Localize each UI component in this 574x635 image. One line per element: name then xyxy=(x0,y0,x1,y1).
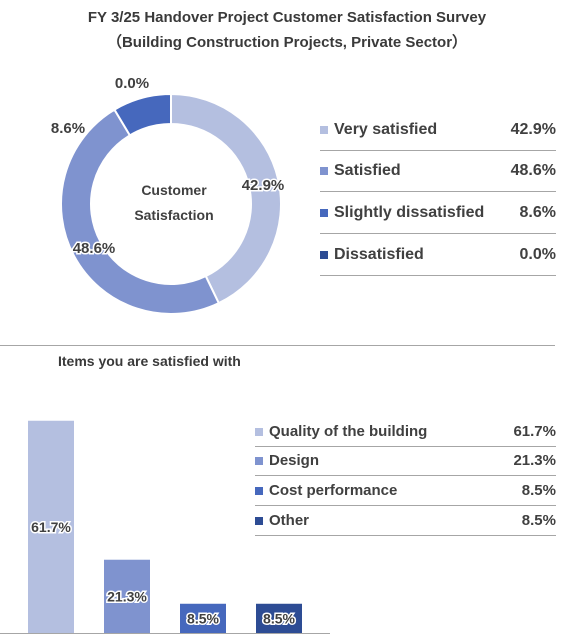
legend-label: Dissatisfied xyxy=(334,245,424,263)
legend-swatch xyxy=(255,456,263,465)
donut-center-label: Satisfaction xyxy=(134,207,213,223)
donut-slice-very-satisfied xyxy=(170,92,282,305)
bar-design xyxy=(104,559,150,633)
legend-item-other: Other 8.5% xyxy=(255,506,556,536)
legend-value: 61.7% xyxy=(513,423,556,440)
bar-cost-performance xyxy=(180,603,226,633)
donut-center-label: Customer xyxy=(141,182,207,198)
legend-value: 21.3% xyxy=(513,452,556,469)
donut-data-label: 8.6% xyxy=(51,120,85,137)
donut-data-label: 48.6% xyxy=(73,240,116,257)
legend-value: 8.5% xyxy=(521,482,556,499)
legend-label: Satisfied xyxy=(334,161,401,179)
donut-slice-slightly-dissatisfied xyxy=(113,92,172,137)
chart-title: FY 3/25 Handover Project Customer Satisf… xyxy=(87,9,487,26)
donut-slice-satisfied xyxy=(60,108,221,315)
donut-data-label: 0.0% xyxy=(115,75,149,92)
legend-item-cost-performance: Cost performance 8.5% xyxy=(255,476,556,506)
legend-label: Slightly dissatisfied xyxy=(334,203,485,221)
legend-label: Design xyxy=(269,452,320,469)
section-divider xyxy=(0,345,555,346)
legend-swatch xyxy=(320,166,328,175)
legend-swatch xyxy=(255,486,263,495)
bar-data-label: 8.5% xyxy=(187,610,219,626)
legend-label: Very satisfied xyxy=(334,120,438,138)
legend-value: 48.6% xyxy=(510,161,556,179)
legend-value: 8.6% xyxy=(519,203,556,221)
legend-item-satisfied: Satisfied 48.6% xyxy=(320,150,556,192)
bar-other xyxy=(256,603,302,633)
legend-label: Cost performance xyxy=(269,482,398,499)
legend-item-very-satisfied: Very satisfied 42.9% xyxy=(320,109,556,151)
bar-chart-title: Items you are satisfied with xyxy=(58,353,241,369)
legend-item-quality-of-the-building: Quality of the building 61.7% xyxy=(255,417,556,447)
legend-item-slightly-dissatisfied: Slightly dissatisfied 8.6% xyxy=(320,192,556,234)
chart-subtitle: （Building Construction Projects, Private… xyxy=(106,34,468,51)
legend-swatch xyxy=(255,516,263,525)
legend-value: 8.5% xyxy=(521,512,556,529)
bar-data-label: 8.5% xyxy=(263,610,295,626)
legend-value: 0.0% xyxy=(519,245,556,263)
legend-label: Other xyxy=(269,512,310,529)
legend-swatch xyxy=(320,125,328,134)
legend-item-design: Design 21.3% xyxy=(255,446,556,476)
donut-chart: 42.9% 48.6% 8.6% 0.0% Customer Satisfaction xyxy=(49,74,286,315)
legend-value: 42.9% xyxy=(510,120,556,138)
bar-data-label: 21.3% xyxy=(107,588,147,604)
legend-swatch xyxy=(320,250,328,259)
legend-item-dissatisfied: Dissatisfied 0.0% xyxy=(320,234,556,276)
legend-label: Quality of the building xyxy=(269,423,428,440)
legend-swatch xyxy=(255,427,263,436)
bar-data-label: 61.7% xyxy=(31,519,71,535)
bar-quality-of-the-building xyxy=(28,420,74,633)
donut-data-label: 42.9% xyxy=(242,177,285,194)
legend-swatch xyxy=(320,208,328,217)
